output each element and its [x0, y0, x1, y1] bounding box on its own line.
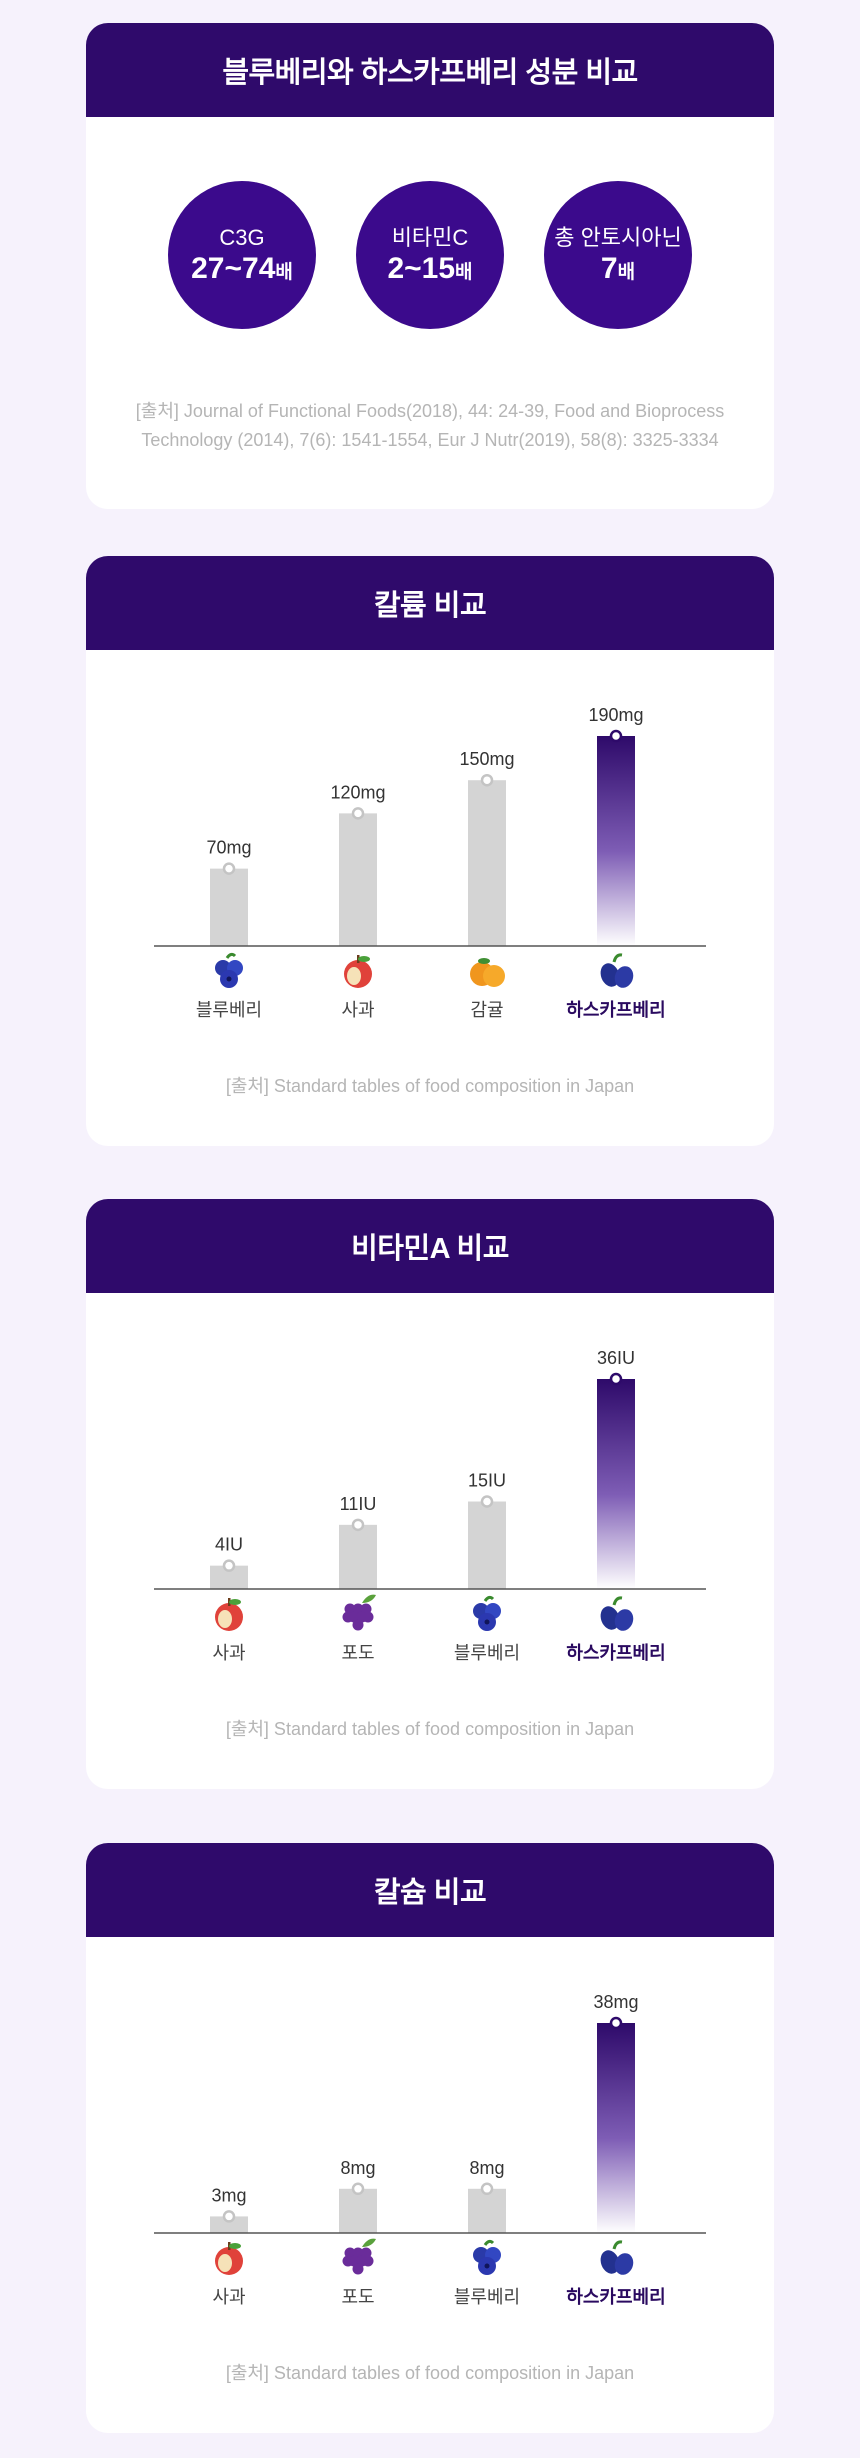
chart-source: [출처] Standard tables of food composition…: [225, 2363, 635, 2383]
bar-marker: [351, 1518, 365, 1532]
comparison-circles: C3G 27~74배 비타민C 2~15배 총 안토시아닌 7배: [86, 117, 774, 367]
circle-label: C3G: [219, 225, 265, 250]
category-label: 포도: [341, 2287, 374, 2307]
chart-source: [출처] Standard tables of food composition…: [225, 1719, 635, 1739]
grape-icon: [342, 2238, 376, 2275]
potassium-chart: 70mg 블루베리 120mg 사과 150mg 감귤 190mg 하스카프베리: [154, 705, 706, 1020]
bar-marker: [480, 773, 494, 787]
vitamin-a-chart: 4IU 사과 11IU 포도 15IU 블루베리 36IU 하스카프베리: [154, 1348, 706, 1663]
data-label: 70mg: [206, 838, 251, 858]
data-label: 36IU: [597, 1348, 635, 1368]
blueberry-icon: [215, 952, 243, 988]
bar-marker: [480, 1495, 494, 1508]
category-label: 감귤: [470, 1000, 503, 1020]
haskap-icon: [600, 953, 634, 988]
blueberry-icon: [473, 1595, 501, 1631]
chart-title: 칼슘 비교: [86, 1843, 774, 1937]
data-label: 120mg: [330, 782, 385, 802]
category-label: 블루베리: [196, 1000, 262, 1020]
category-label: 블루베리: [454, 1643, 520, 1663]
bar: [339, 1524, 377, 1589]
data-label: 38mg: [593, 1992, 638, 2012]
bar: [597, 1379, 635, 1589]
calcium-chart: 3mg 사과 8mg 포도 8mg 블루베리 38mg 하스카프베리: [154, 1992, 706, 2307]
source-line: Technology (2014), 7(6): 1541-1554, Eur …: [141, 430, 719, 450]
bar: [210, 868, 248, 946]
category-label: 하스카프베리: [566, 1643, 665, 1663]
category-label: 포도: [341, 1643, 374, 1663]
category-label: 하스카프베리: [566, 1000, 665, 1020]
bar: [468, 2188, 506, 2233]
bar: [339, 2188, 377, 2233]
chart-source: [출처] Standard tables of food composition…: [225, 1076, 635, 1096]
comparison-source: [출처] Journal of Functional Foods(2018), …: [126, 397, 734, 455]
circle-value: 27~74: [191, 252, 276, 285]
c3g-circle: C3G 27~74배: [168, 181, 316, 329]
anthocyanin-circle: 총 안토시아닌 7배: [544, 181, 692, 329]
data-label: 4IU: [215, 1535, 243, 1555]
haskap-icon: [600, 2240, 634, 2275]
bar: [210, 1565, 248, 1589]
circle-value: 7: [600, 252, 618, 285]
bar-marker: [609, 2016, 623, 2030]
bar-marker: [222, 862, 236, 875]
apple-icon: [344, 955, 372, 988]
data-label: 15IU: [468, 1471, 506, 1491]
comparison-title: 블루베리와 하스카프베리 성분 비교: [86, 23, 774, 117]
tangerine-icon: [470, 958, 505, 987]
grape-icon: [342, 1594, 376, 1631]
data-label: 150mg: [459, 749, 514, 769]
vitamin-a-card: 비타민A 비교 4IU 사과 11IU 포도 15IU 블루베리 36IU 하스카프베리 [출…: [86, 1199, 774, 1789]
bar: [597, 736, 635, 946]
category-label: 사과: [212, 2287, 245, 2307]
data-label: 8mg: [469, 2158, 504, 2178]
data-label: 8mg: [340, 2158, 375, 2178]
category-label: 블루베리: [454, 2287, 520, 2307]
category-label: 사과: [212, 1643, 245, 1663]
blueberry-icon: [473, 2239, 501, 2275]
bar: [468, 1501, 506, 1589]
vitamin-c-circle: 비타민C 2~15배: [356, 181, 504, 329]
apple-icon: [215, 2242, 243, 2275]
bar-marker: [222, 2210, 236, 2223]
bar: [597, 2023, 635, 2233]
bar-marker: [609, 1372, 623, 1386]
apple-icon: [215, 1598, 243, 1631]
bar-marker: [609, 729, 623, 743]
bar: [210, 2216, 248, 2233]
comparison-card: 블루베리와 하스카프베리 성분 비교 C3G 27~74배 비타민C 2~15배…: [86, 23, 774, 509]
bar: [339, 813, 377, 946]
category-label: 하스카프베리: [566, 2287, 665, 2307]
circle-unit: 배: [455, 262, 473, 283]
data-label: 3mg: [211, 2185, 246, 2205]
circle-unit: 배: [275, 262, 293, 283]
haskap-icon: [600, 1596, 634, 1631]
circle-value: 2~15: [387, 252, 456, 285]
chart-title: 비타민A 비교: [86, 1199, 774, 1293]
category-label: 사과: [341, 1000, 374, 1020]
circle-label: 총 안토시아닌: [554, 225, 682, 250]
bar-marker: [351, 807, 365, 820]
chart-title: 칼륨 비교: [86, 556, 774, 650]
source-line: [출처] Journal of Functional Foods(2018), …: [135, 401, 725, 421]
circle-unit: 배: [617, 262, 636, 283]
bar: [468, 780, 506, 946]
circle-label: 비타민C: [391, 225, 469, 250]
calcium-card: 칼슘 비교 3mg 사과 8mg 포도 8mg 블루베리 38mg 하스카프베리 [출처] S…: [86, 1843, 774, 2433]
data-label: 190mg: [588, 705, 643, 725]
bar-marker: [222, 1559, 236, 1572]
bar-marker: [351, 2182, 365, 2196]
bar-marker: [480, 2182, 494, 2196]
potassium-card: 칼륨 비교 70mg 블루베리 120mg 사과 150mg 감귤 190mg 하스카프베리 …: [86, 556, 774, 1146]
data-label: 11IU: [340, 1494, 377, 1514]
